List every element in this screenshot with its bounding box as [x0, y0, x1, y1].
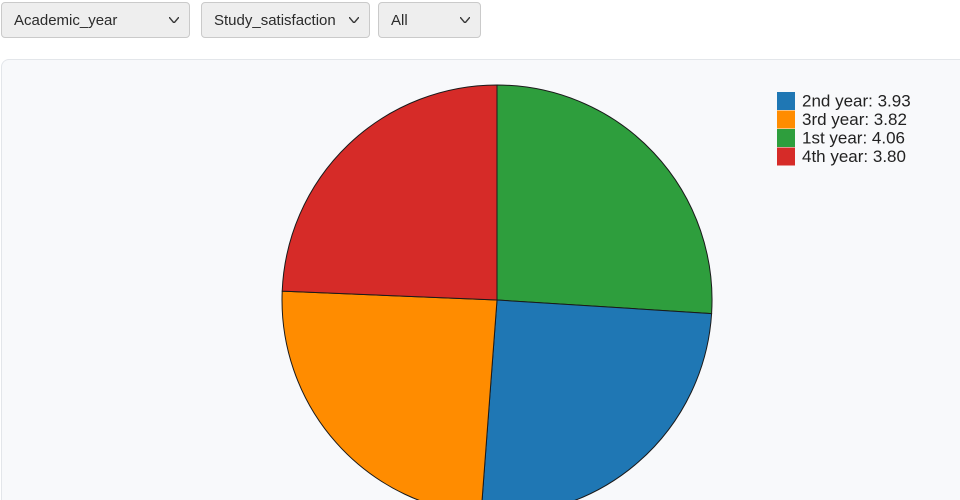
svg-text:3rd year: 3.82: 3rd year: 3.82: [802, 110, 907, 129]
svg-text:4th year: 3.80: 4th year: 3.80: [802, 147, 906, 166]
svg-text:2nd year: 3.93: 2nd year: 3.93: [802, 92, 911, 111]
svg-text:1st year: 4.06: 1st year: 4.06: [802, 129, 905, 148]
